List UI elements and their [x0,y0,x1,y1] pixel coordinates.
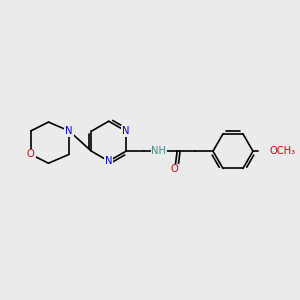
Text: O: O [171,164,179,174]
Text: N: N [122,126,130,136]
Text: O: O [27,149,35,159]
Text: N: N [65,126,73,136]
Text: NH: NH [152,146,166,156]
Text: OCH₃: OCH₃ [269,146,296,156]
Text: N: N [105,156,112,166]
